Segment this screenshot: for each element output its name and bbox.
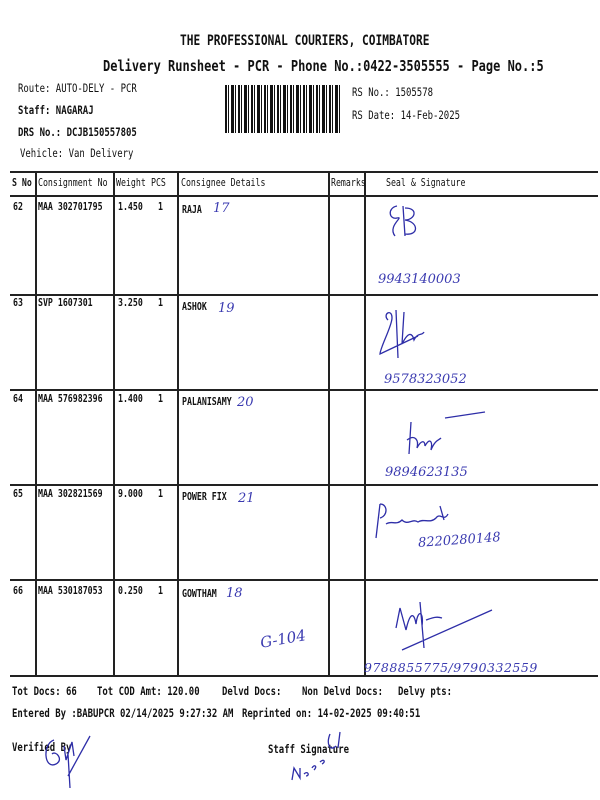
handwritten-note: 21 xyxy=(238,491,255,506)
col-header-sno: S No xyxy=(12,176,32,189)
consignee: RAJA xyxy=(182,203,202,216)
header-divider xyxy=(10,195,598,197)
col-header-weight: Weight xyxy=(116,176,146,189)
consignment-no: MAA 576982396 xyxy=(38,392,103,405)
staff: Staff: NAGARAJ xyxy=(18,103,94,117)
rs-date: RS Date: 14-Feb-2025 xyxy=(352,108,461,122)
row-divider xyxy=(10,579,598,581)
col-divider xyxy=(364,171,366,676)
handwritten-note: 20 xyxy=(237,395,254,410)
pcs: 1 xyxy=(158,584,163,597)
pcs: 1 xyxy=(158,296,163,309)
col-divider xyxy=(177,171,179,676)
handwritten-flat-no: G-104 xyxy=(258,626,308,652)
weight: 1.450 xyxy=(118,200,143,213)
verifier-signature xyxy=(45,735,91,789)
pcs: 1 xyxy=(158,200,163,213)
total-docs: Tot Docs: 66 xyxy=(12,684,77,698)
total-cod-amount: Tot COD Amt: 120.00 xyxy=(97,684,200,698)
handwritten-phone: 9788855775/9790332559 xyxy=(364,660,538,675)
pcs: 1 xyxy=(158,487,163,500)
col-header-signature: Seal & Signature xyxy=(386,176,466,189)
delivered-docs: Delvd Docs: xyxy=(222,684,282,698)
sno: 62 xyxy=(13,200,23,213)
col-divider xyxy=(328,171,330,676)
pcs: 1 xyxy=(158,392,163,405)
signature-mark xyxy=(379,309,425,359)
row-divider xyxy=(10,389,598,391)
weight: 0.250 xyxy=(118,584,143,597)
consignment-no: SVP 1607301 xyxy=(38,296,93,309)
row-divider xyxy=(10,294,598,296)
table-bottom-border xyxy=(10,675,598,677)
handwritten-note: 18 xyxy=(226,586,243,601)
sno: 63 xyxy=(13,296,23,309)
sno: 64 xyxy=(13,392,23,405)
entered-by: Entered By :BABUPCR 02/14/2025 9:27:32 A… xyxy=(12,706,234,720)
reprinted-on: Reprinted on: 14-02-2025 09:40:51 xyxy=(242,706,421,720)
consignee: GOWTHAM xyxy=(182,587,217,600)
col-header-remarks: Remarks xyxy=(331,176,366,189)
sno: 66 xyxy=(13,584,23,597)
handwritten-note: 17 xyxy=(213,201,230,216)
route: Route: AUTO-DELY - PCR xyxy=(18,81,137,95)
vehicle: Vehicle: Van Delivery xyxy=(20,146,134,160)
handwritten-phone: 9578323052 xyxy=(384,372,467,387)
consignment-no: MAA 302701795 xyxy=(38,200,103,213)
drs-number: DRS No.: DCJB150557805 xyxy=(18,125,137,139)
signature-mark xyxy=(406,411,486,455)
delivery-points: Delvy pts: xyxy=(398,684,453,698)
handwritten-phone: 9943140003 xyxy=(378,272,461,287)
signature-mark xyxy=(395,601,493,651)
consignment-no: MAA 302821569 xyxy=(38,487,103,500)
weight: 1.400 xyxy=(118,392,143,405)
handwritten-note: 19 xyxy=(218,301,235,316)
verified-by-label: Verified By xyxy=(12,740,72,754)
col-divider xyxy=(35,171,37,676)
sno: 65 xyxy=(13,487,23,500)
rs-number: RS No.: 1505578 xyxy=(352,85,434,99)
runsheet-subtitle: Delivery Runsheet - PCR - Phone No.:0422… xyxy=(103,57,544,75)
signature-mark xyxy=(389,205,417,237)
consignee: PALANISAMY xyxy=(182,395,232,408)
consignee: ASHOK xyxy=(182,300,207,313)
barcode xyxy=(225,85,341,133)
non-delivered-docs: Non Delvd Docs: xyxy=(302,684,384,698)
col-header-consignment: Consignment No xyxy=(38,176,108,189)
col-header-pcs: PCS xyxy=(151,176,166,189)
consignee: POWER FIX xyxy=(182,490,227,503)
consignment-no: MAA 530187053 xyxy=(38,584,103,597)
col-divider xyxy=(113,171,115,676)
table-top-border xyxy=(10,171,598,173)
weight: 9.000 xyxy=(118,487,143,500)
signature-mark xyxy=(375,503,449,539)
company-title: THE PROFESSIONAL COURIERS, COIMBATORE xyxy=(180,33,430,49)
staff-signature xyxy=(291,731,341,781)
handwritten-phone: 9894623135 xyxy=(385,465,468,480)
row-divider xyxy=(10,484,598,486)
col-header-consignee: Consignee Details xyxy=(181,176,266,189)
weight: 3.250 xyxy=(118,296,143,309)
